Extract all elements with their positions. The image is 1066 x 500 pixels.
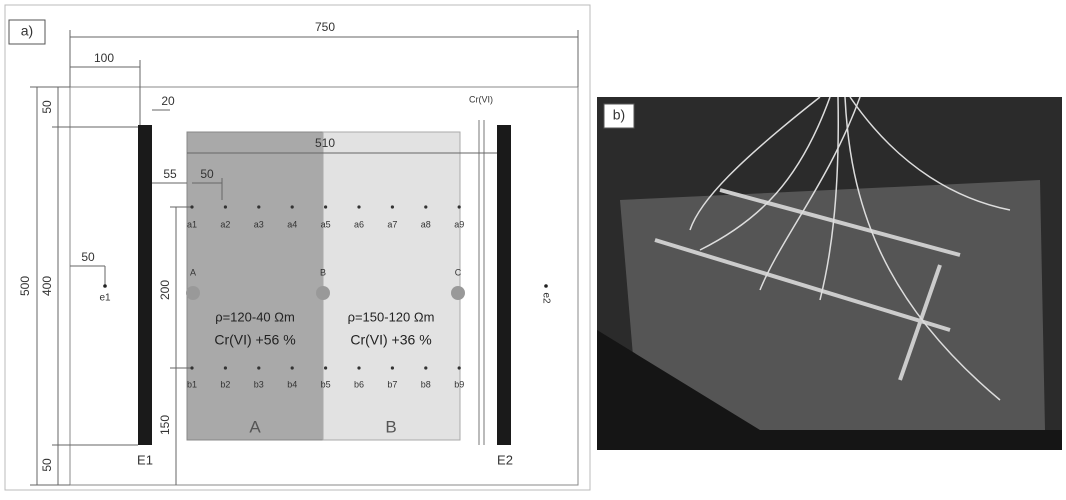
zone-chromium: Cr(VI) +56 %	[214, 332, 295, 348]
dim-label: 20	[161, 94, 175, 108]
dim-label: 510	[315, 136, 335, 150]
zone-name: A	[249, 417, 261, 436]
panel-label: a)	[21, 23, 33, 39]
measure-point	[190, 366, 193, 369]
point-label: a1	[187, 219, 197, 229]
point-label: b4	[287, 379, 297, 389]
point-label: b8	[421, 379, 431, 389]
point-label: b1	[187, 379, 197, 389]
zone-chromium: Cr(VI) +36 %	[350, 332, 431, 348]
measure-point	[424, 205, 427, 208]
measure-point	[291, 205, 294, 208]
dim-label: 500	[18, 276, 32, 296]
point-label: a8	[421, 219, 431, 229]
photo	[597, 97, 1062, 450]
electrode-label: E2	[497, 452, 513, 467]
dim-label: 50	[200, 167, 214, 181]
external-point	[103, 284, 107, 288]
measure-point	[458, 366, 461, 369]
external-label: e1	[99, 293, 111, 304]
zone-resistivity: ρ=150-120 Ωm	[348, 309, 435, 324]
point-label: a2	[220, 219, 230, 229]
dim-label: 100	[94, 51, 114, 65]
dim-label: 150	[158, 415, 172, 435]
sample-point	[451, 286, 465, 300]
measure-point	[391, 366, 394, 369]
point-label: a9	[454, 219, 464, 229]
point-label: b2	[220, 379, 230, 389]
point-label: a7	[387, 219, 397, 229]
point-label: a6	[354, 219, 364, 229]
zone-b	[323, 132, 460, 440]
electrode-e2	[497, 125, 511, 445]
point-label: a5	[321, 219, 331, 229]
measure-point	[324, 366, 327, 369]
measure-point	[190, 205, 193, 208]
dim-label: 50	[81, 250, 95, 264]
measure-point	[257, 205, 260, 208]
measure-point	[324, 205, 327, 208]
sample-label: C	[455, 267, 462, 277]
measure-point	[357, 205, 360, 208]
electrode-label: E1	[137, 452, 153, 467]
electrode-e1	[138, 125, 152, 445]
figure: a) 750 100 500 50 400 50 20 510 55 50 20…	[0, 0, 1066, 495]
measure-point	[224, 205, 227, 208]
dim-label: 50	[40, 100, 54, 114]
dim-label: 400	[40, 276, 54, 296]
dim-label: 50	[40, 458, 54, 472]
point-label: b9	[454, 379, 464, 389]
external-label: e2	[540, 292, 551, 304]
measure-point	[291, 366, 294, 369]
measure-point	[257, 366, 260, 369]
point-label: b3	[254, 379, 264, 389]
measure-point	[224, 366, 227, 369]
measure-point	[391, 205, 394, 208]
sample-point	[186, 286, 200, 300]
sample-point	[316, 286, 330, 300]
zone-resistivity: ρ=120-40 Ωm	[215, 309, 295, 324]
point-label: b5	[321, 379, 331, 389]
sample-label: A	[190, 267, 196, 277]
zone-name: B	[385, 417, 396, 436]
dim-label: 750	[315, 20, 335, 34]
point-label: a3	[254, 219, 264, 229]
point-label: b7	[387, 379, 397, 389]
measure-point	[424, 366, 427, 369]
sample-label: B	[320, 267, 326, 277]
measure-point	[458, 205, 461, 208]
point-label: b6	[354, 379, 364, 389]
dim-label: 200	[158, 280, 172, 300]
panel-label: b)	[613, 107, 625, 123]
external-point	[544, 284, 548, 288]
dim-label: 55	[163, 167, 177, 181]
cr-label: Cr(VI)	[469, 94, 493, 104]
point-label: a4	[287, 219, 297, 229]
measure-point	[357, 366, 360, 369]
